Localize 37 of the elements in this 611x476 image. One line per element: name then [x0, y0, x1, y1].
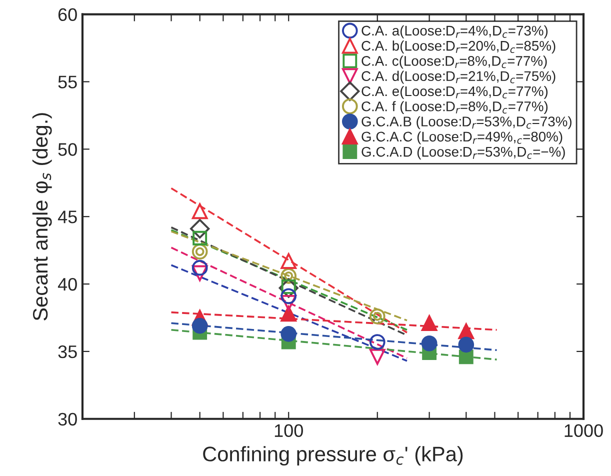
point — [192, 230, 208, 246]
point — [192, 260, 208, 276]
point — [280, 268, 297, 284]
point — [458, 336, 474, 353]
legend-label: C.A. f (Loose:D$_{r}$=8%,D$_{c}$=77%) — [362, 101, 548, 114]
point — [192, 203, 208, 220]
point — [369, 334, 386, 350]
point — [280, 253, 297, 270]
x-axis-title: Confining pressure σ$_{c}$' (kPa) — [203, 446, 463, 466]
x-tick-label: 1000 — [564, 424, 603, 438]
point — [280, 294, 297, 311]
point — [192, 244, 208, 260]
x-tick-label: 100 — [274, 424, 303, 438]
y-tick-label: 55 — [58, 76, 77, 88]
y-tick-label: 35 — [58, 345, 77, 358]
legend-label: C.A. c(Loose:D$_{r}$=8%,D$_{c}$=77%) — [362, 56, 547, 69]
point — [280, 306, 297, 322]
legend-label: C.A. a(Loose:D$_{r}$=4%,D$_{c}$=73%) — [362, 25, 548, 38]
point — [369, 308, 386, 324]
y-tick-label: 50 — [58, 143, 77, 156]
y-tick-label: 45 — [58, 210, 77, 224]
point — [278, 278, 298, 298]
point — [192, 318, 208, 334]
point — [190, 218, 210, 239]
point — [280, 326, 297, 342]
legend-label: C.A. b(Loose:D$_{r}$=20%,D$_{c}$=85%) — [362, 40, 556, 54]
y-tick-label: 40 — [58, 278, 77, 291]
y-tick-label: 60 — [58, 8, 77, 21]
point — [369, 348, 386, 365]
legend-label: C.A. e(Loose:D$_{r}$=4%,D$_{c}$=77%) — [362, 86, 548, 99]
legend-label: G.C.A.C (Loose:D$_{r}$=49%,$_{c}$=80%) — [362, 131, 562, 144]
legend-label: G.C.A.B (Loose:D$_{r}$=53%,D$_{c}$=73%) — [362, 116, 572, 130]
legend-label: G.C.A.D (Loose:D$_{r}$=53%,D$_{c}$=−%) — [362, 146, 565, 160]
y-axis-title: Secant angle φ$_{s}$ (deg.) — [32, 113, 52, 320]
legend-label: C.A. d(Loose:D$_{r}$=21%,D$_{c}$=75%) — [362, 70, 556, 84]
point — [192, 265, 208, 282]
y-tick-label: 30 — [58, 412, 77, 426]
